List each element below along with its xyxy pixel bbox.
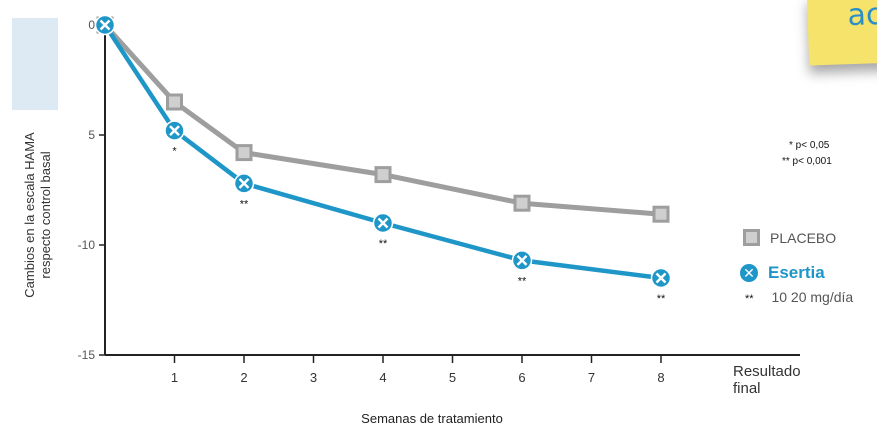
data-point-cross [516,255,528,266]
legend-drug-marker: ✕ [740,264,758,282]
x-axis-label: Semanas de tratamiento [361,411,503,426]
legend-placebo-marker [743,229,760,246]
legend-placebo-label: PLACEBO [770,229,837,246]
y-tick-label: 5 [88,128,95,142]
y-tick-label: 0 [88,18,95,32]
significance-annotation: ** [379,238,388,250]
legend-drug-brand: Esertia [768,263,825,282]
x-tick-label: 4 [379,370,386,385]
data-point [513,194,531,212]
significance-annotation: ** [657,293,666,305]
data-point-cross [169,125,180,136]
x-tick-label-final-1: Resultado [733,363,801,380]
y-tick-label: -10 [78,238,96,252]
series-line [103,23,662,217]
legend-drug-dose: 10 20 mg/día [771,289,854,305]
x-tick-label: 7 [588,370,595,385]
data-point [374,166,392,184]
x-tick-label: 6 [518,370,525,385]
significance-double: ** p< 0,001 [782,156,832,167]
sticky-note-text: ac [846,0,877,34]
y-axis-label-line-2: respecto control basal [38,151,53,278]
x-tick-label: 2 [240,370,247,385]
sticky-note: ac [806,0,877,66]
x-tick-label: 8 [657,370,664,385]
data-point-cross [238,178,250,189]
x-tick-label: 3 [310,370,317,385]
x-tick-label-final-2: final [733,380,761,397]
significance-single: * p< 0,05 [789,140,830,151]
x-tick-label: 1 [171,370,178,385]
y-axis-label: Cambios en la escala HAMA respecto contr… [8,60,68,370]
significance-annotation: ** [240,198,249,210]
legend-drug: ✕ Esertia [740,263,825,283]
x-tick-label: 5 [449,370,456,385]
data-point [235,144,253,162]
legend-drug-dose-marker: ** [745,293,754,305]
legend-drug-dose-row: ** 10 20 mg/día [745,289,853,305]
series-line [103,23,662,281]
decorative-band [12,18,58,110]
y-axis-label-line-1: Cambios en la escala HAMA [22,132,37,298]
data-point-cross [99,19,111,31]
data-point [652,205,670,223]
data-point [166,93,183,111]
significance-annotation: ** [518,275,527,287]
y-tick-label: -15 [78,348,96,362]
data-point-cross [377,217,389,229]
data-point-cross [655,272,667,284]
legend-placebo: PLACEBO [743,229,836,246]
significance-annotation: * [172,146,177,158]
